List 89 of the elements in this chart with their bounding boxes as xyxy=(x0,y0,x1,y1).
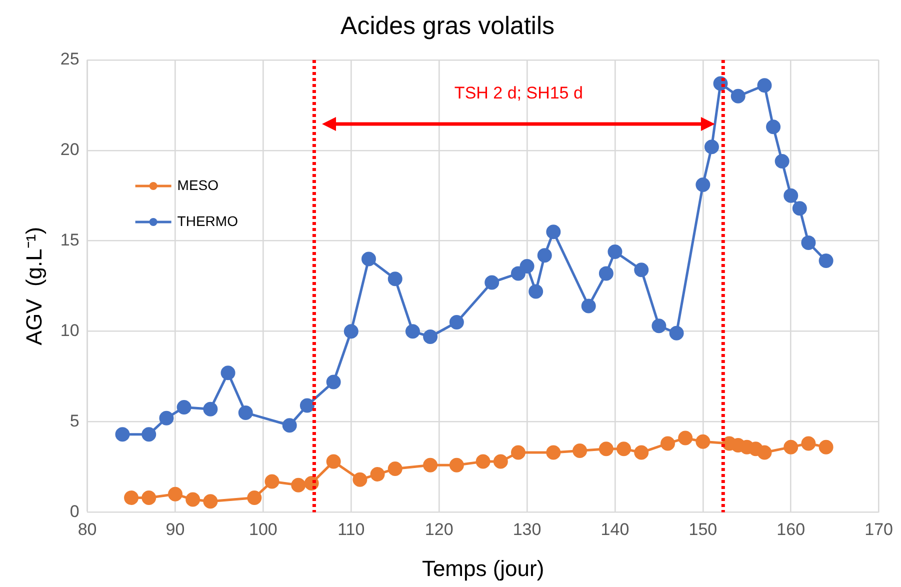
point xyxy=(186,492,200,507)
point xyxy=(766,120,781,134)
point xyxy=(598,442,614,456)
point xyxy=(449,458,464,472)
legend-label: THERMO xyxy=(177,212,238,229)
point xyxy=(326,374,341,390)
point xyxy=(449,315,464,330)
point xyxy=(669,326,684,340)
y-tick-label: 10 xyxy=(60,321,80,340)
point xyxy=(203,494,218,509)
point xyxy=(176,400,192,415)
point xyxy=(696,178,710,192)
point xyxy=(598,266,614,281)
x-tick-label: 120 xyxy=(424,520,454,540)
point xyxy=(142,427,156,442)
point xyxy=(757,445,772,460)
point xyxy=(115,427,130,442)
point xyxy=(730,88,746,104)
point xyxy=(784,188,798,203)
point xyxy=(247,490,262,505)
point xyxy=(423,458,438,472)
point xyxy=(678,430,693,446)
point xyxy=(696,434,710,449)
point xyxy=(361,252,376,266)
point xyxy=(652,318,666,334)
point xyxy=(528,284,544,299)
point xyxy=(792,201,807,216)
point xyxy=(774,154,790,169)
point xyxy=(572,443,588,458)
x-tick-label: 80 xyxy=(78,520,97,540)
point xyxy=(388,272,402,286)
point xyxy=(546,445,561,460)
point xyxy=(142,490,156,505)
x-tick-label: 140 xyxy=(600,520,630,540)
x-tick-label: 100 xyxy=(249,520,278,540)
point xyxy=(616,442,632,456)
x-tick-label: 150 xyxy=(688,520,718,540)
point xyxy=(537,248,552,263)
point xyxy=(326,454,341,469)
point xyxy=(634,445,649,460)
y-tick-label: 15 xyxy=(60,230,80,250)
point xyxy=(520,258,534,274)
point xyxy=(238,405,253,420)
point xyxy=(344,324,358,339)
annotation: TSH 2 d; SH15 d xyxy=(454,84,583,103)
point xyxy=(388,462,402,476)
point xyxy=(704,140,719,154)
y-axis-title: AGV (g.L⁻¹) xyxy=(21,226,46,346)
point xyxy=(282,418,297,433)
point xyxy=(203,402,218,416)
point xyxy=(581,298,596,314)
point xyxy=(660,436,675,451)
x-tick-label: 160 xyxy=(776,520,806,540)
point xyxy=(801,235,816,250)
point xyxy=(300,398,314,413)
point xyxy=(370,466,385,482)
point xyxy=(801,436,816,451)
point xyxy=(159,410,174,426)
point xyxy=(818,440,834,454)
y-tick-label: 20 xyxy=(60,140,80,160)
point xyxy=(264,474,280,489)
x-tick-label: 90 xyxy=(166,520,185,540)
point xyxy=(476,454,490,469)
point xyxy=(757,78,772,93)
x-tick-label: 130 xyxy=(512,520,542,540)
point xyxy=(493,454,508,469)
point xyxy=(423,329,438,344)
point xyxy=(220,366,236,380)
x-tick-label: 170 xyxy=(864,520,894,540)
point xyxy=(484,275,500,290)
chart-title: Acides gras volatils xyxy=(340,12,554,40)
point xyxy=(510,445,526,460)
point xyxy=(784,440,798,454)
point xyxy=(634,262,649,278)
point xyxy=(291,478,306,492)
y-tick-label: 25 xyxy=(60,50,80,69)
x-axis-title: Temps (jour) xyxy=(422,556,544,581)
point xyxy=(546,224,561,240)
point xyxy=(168,486,183,502)
point xyxy=(608,244,622,259)
point xyxy=(510,266,526,281)
point xyxy=(124,490,139,505)
x-tick-label: 110 xyxy=(338,520,365,540)
y-tick-label: 5 xyxy=(70,411,80,430)
point xyxy=(352,472,368,487)
legend-label: MESO xyxy=(177,176,219,193)
y-tick-label: 0 xyxy=(70,502,80,521)
point xyxy=(405,324,420,339)
point xyxy=(818,254,834,268)
